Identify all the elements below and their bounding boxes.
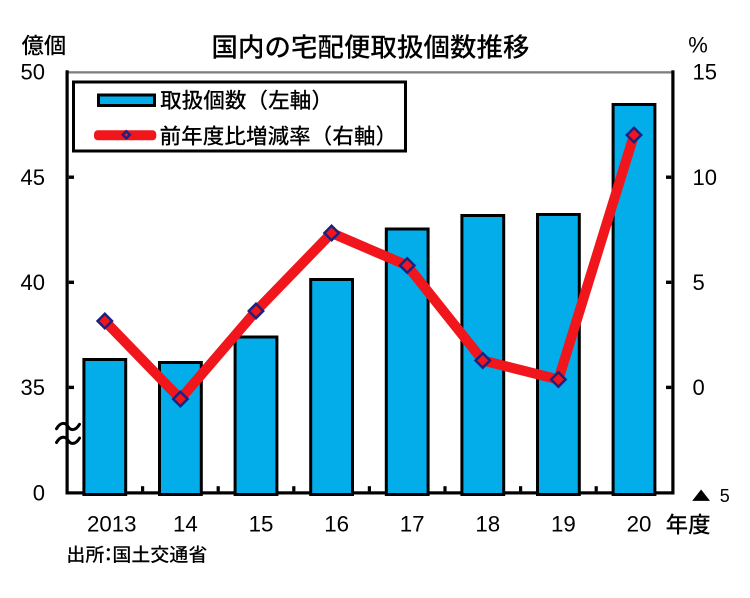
svg-text:20: 20 — [627, 512, 652, 537]
svg-text:15: 15 — [693, 60, 717, 85]
svg-text:16: 16 — [324, 512, 349, 537]
svg-text:%: % — [688, 32, 708, 57]
svg-text:40: 40 — [21, 270, 45, 295]
svg-text:15: 15 — [249, 512, 274, 537]
svg-text:10: 10 — [693, 165, 717, 190]
svg-text:14: 14 — [173, 512, 198, 537]
svg-text:17: 17 — [400, 512, 425, 537]
svg-text:5: 5 — [720, 486, 730, 506]
svg-text:2013: 2013 — [87, 512, 137, 537]
svg-text:50: 50 — [21, 60, 45, 85]
svg-text:5: 5 — [693, 270, 705, 295]
svg-text:19: 19 — [551, 512, 576, 537]
svg-text:45: 45 — [21, 165, 45, 190]
svg-text:35: 35 — [21, 375, 45, 400]
svg-text:0: 0 — [33, 481, 45, 506]
svg-text:0: 0 — [693, 375, 705, 400]
svg-text:18: 18 — [475, 512, 500, 537]
